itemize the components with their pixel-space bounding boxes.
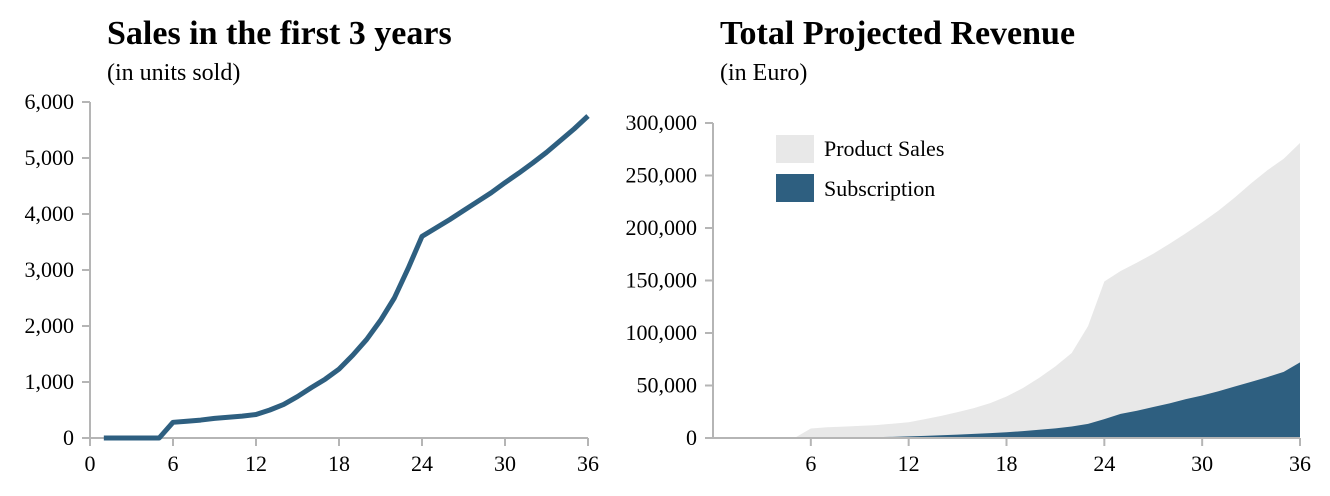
subscription-area — [729, 362, 1300, 438]
revenue-x-axis: 6 12 18 24 30 36 — [805, 438, 1311, 476]
sales-x-tick-label: 0 — [85, 451, 96, 476]
sales-y-tick-label: 0 — [63, 425, 74, 450]
product-sales-area — [729, 142, 1300, 438]
revenue-y-tick-label: 250,000 — [626, 163, 698, 188]
revenue-y-tick-label: 300,000 — [626, 110, 698, 135]
sales-series-line — [103, 114, 590, 441]
revenue-y-tick-label: 100,000 — [626, 320, 698, 345]
sales-x-tick-label: 18 — [328, 451, 350, 476]
revenue-y-tick-label: 50,000 — [637, 373, 698, 398]
revenue-x-tick-label: 18 — [996, 451, 1018, 476]
legend-swatch-product-sales — [776, 135, 814, 163]
sales-x-tick-label: 30 — [494, 451, 516, 476]
revenue-chart-subtitle: (in Euro) — [720, 60, 807, 86]
sales-y-axis: 0 1,000 2,000 3,000 4,000 5,000 6,000 — [25, 89, 90, 450]
sales-y-tick-label: 5,000 — [25, 145, 75, 170]
sales-x-axis: 0 6 12 18 24 30 36 — [85, 438, 599, 476]
revenue-chart: Total Projected Revenue (in Euro) 0 50,00… — [626, 15, 1312, 476]
sales-x-tick-label: 36 — [577, 451, 599, 476]
sales-y-tick-label: 2,000 — [25, 313, 75, 338]
sales-x-tick-label: 24 — [411, 451, 433, 476]
sales-chart-subtitle: (in units sold) — [107, 60, 240, 86]
legend-label-product-sales: Product Sales — [824, 136, 944, 161]
revenue-x-tick-label: 12 — [898, 451, 920, 476]
legend-swatch-subscription — [776, 174, 814, 202]
sales-chart-title: Sales in the first 3 years — [107, 15, 452, 52]
revenue-legend: Product Sales Subscription — [776, 135, 944, 202]
legend-label-subscription: Subscription — [824, 176, 935, 201]
revenue-x-tick-label: 36 — [1289, 451, 1311, 476]
sales-y-tick-label: 1,000 — [25, 369, 75, 394]
revenue-x-tick-label: 30 — [1191, 451, 1213, 476]
sales-y-tick-label: 4,000 — [25, 201, 75, 226]
sales-y-tick-label: 6,000 — [25, 89, 75, 114]
revenue-chart-title: Total Projected Revenue — [720, 15, 1075, 52]
sales-x-tick-label: 12 — [245, 451, 267, 476]
revenue-y-tick-label: 150,000 — [626, 268, 698, 293]
revenue-y-tick-label: 200,000 — [626, 215, 698, 240]
revenue-y-axis: 0 50,000 100,000 150,000 200,000 250,000 300,0… — [626, 110, 713, 450]
revenue-y-tick-label: 0 — [686, 425, 697, 450]
revenue-x-tick-label: 6 — [805, 451, 816, 476]
sales-x-tick-label: 6 — [168, 451, 179, 476]
sales-chart: Sales in the first 3 years (in units sol… — [25, 15, 600, 476]
revenue-x-tick-label: 24 — [1093, 451, 1115, 476]
sales-y-tick-label: 3,000 — [25, 257, 75, 282]
